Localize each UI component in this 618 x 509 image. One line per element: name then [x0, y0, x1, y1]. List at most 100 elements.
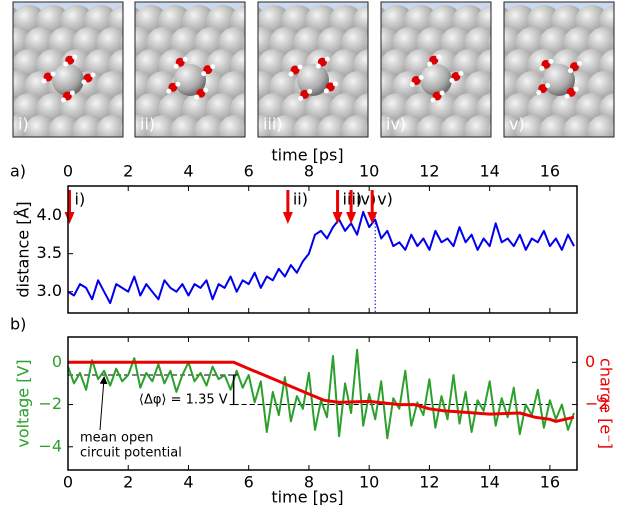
x-tick-label: 10	[359, 162, 379, 181]
adatom	[52, 64, 84, 96]
hydrogen	[545, 83, 551, 89]
hydrogen	[458, 71, 464, 77]
hydrogen	[307, 88, 313, 94]
x-tick-label: 0	[63, 473, 73, 492]
atom	[120, 34, 123, 54]
hydrogen	[194, 94, 200, 100]
y-tick-label: −4	[38, 436, 62, 455]
image-panel: iv)	[380, 1, 492, 138]
atom	[242, 122, 245, 137]
event-label: v)	[377, 190, 393, 209]
y-axis-title: distance [Å]	[14, 201, 33, 297]
plot-frame	[67, 336, 578, 471]
panel-border	[503, 1, 615, 138]
hydrogen	[568, 68, 574, 74]
hydrogen	[173, 63, 179, 69]
hydrogen	[41, 78, 47, 84]
data-line	[67, 210, 575, 305]
hydrogen	[63, 61, 69, 67]
panel-label: v)	[509, 115, 525, 134]
event-label: i)	[75, 190, 86, 209]
adatom	[543, 64, 575, 96]
panel-border	[380, 1, 492, 138]
bracket-label: ⟨Δφ⟩ = 1.35 V	[139, 392, 228, 407]
hydrogen	[427, 61, 433, 67]
hydrogen	[436, 54, 442, 60]
hydrogen	[439, 90, 445, 96]
panel-border	[134, 1, 246, 138]
hydrogen	[297, 64, 303, 70]
panel-label: b)	[10, 315, 26, 334]
atom	[488, 34, 491, 54]
adatom	[174, 64, 206, 96]
y2-axis-title: charge [e⁻]	[597, 358, 616, 449]
x-tick-label: 0	[63, 162, 73, 181]
x-tick-label: 14	[479, 162, 499, 181]
x-tick-label: 2	[123, 162, 133, 181]
x-tick-label: 16	[540, 473, 560, 492]
y-axis-title: voltage [V]	[14, 359, 33, 447]
note: mean open	[80, 431, 153, 446]
atom	[488, 78, 491, 98]
panel-label: iii)	[263, 115, 283, 134]
panel-label: a)	[10, 162, 26, 181]
x-tick-label: 4	[183, 162, 193, 181]
hydrogen	[90, 72, 96, 78]
note-arrow	[99, 376, 108, 431]
hydrogen	[298, 95, 304, 101]
x-tick-label: 8	[304, 473, 314, 492]
atom	[96, 115, 123, 137]
hydrogen	[72, 54, 78, 60]
hydrogen	[182, 56, 188, 62]
x-tick-label: 2	[123, 473, 133, 492]
x-tick-label: 14	[479, 473, 499, 492]
panel-border	[257, 1, 369, 138]
plot-frame	[67, 185, 578, 314]
atom	[365, 78, 368, 98]
hydrogen	[536, 90, 542, 96]
x-tick-label: 16	[540, 162, 560, 181]
arrow-head	[64, 212, 75, 224]
panel-content	[135, 2, 245, 137]
hydrogen	[69, 90, 75, 96]
x-tick-label: 12	[419, 473, 439, 492]
atom	[464, 115, 491, 137]
hydrogen	[564, 93, 570, 99]
adatom	[420, 64, 452, 96]
data-line	[68, 360, 575, 423]
y-tick-label: 3.5	[37, 243, 62, 262]
arrow-head	[367, 212, 378, 224]
x-axis-title: time [ps]	[271, 146, 343, 165]
atom	[488, 122, 491, 137]
adatom	[297, 64, 329, 96]
x-tick-label: 6	[244, 473, 254, 492]
arrow-head	[332, 212, 343, 224]
atom	[341, 115, 368, 137]
hydrogen	[430, 97, 436, 103]
event-label: ii)	[293, 190, 308, 209]
hydrogen	[332, 81, 338, 87]
y2-tick-label: 0	[585, 352, 595, 371]
hydrogen	[418, 75, 424, 81]
atom	[611, 122, 614, 137]
panel-label: ii)	[140, 115, 155, 134]
hydrogen	[573, 86, 579, 92]
atom	[365, 34, 368, 54]
atom	[218, 115, 245, 137]
hydrogen	[449, 78, 455, 84]
hydrogen	[315, 63, 321, 69]
y2-tick-label: −2	[585, 394, 609, 413]
arrow-head	[282, 212, 293, 224]
atom	[120, 122, 123, 137]
arrow-head	[346, 212, 357, 224]
atom	[587, 115, 614, 137]
hydrogen	[175, 81, 181, 87]
panel-content	[504, 2, 614, 137]
y-tick-label: 3.0	[37, 281, 62, 300]
image-panel: iii)	[257, 1, 369, 138]
x-tick-label: 6	[244, 162, 254, 181]
hydrogen	[201, 71, 207, 77]
hydrogen	[203, 87, 209, 93]
panel-content	[381, 2, 491, 137]
